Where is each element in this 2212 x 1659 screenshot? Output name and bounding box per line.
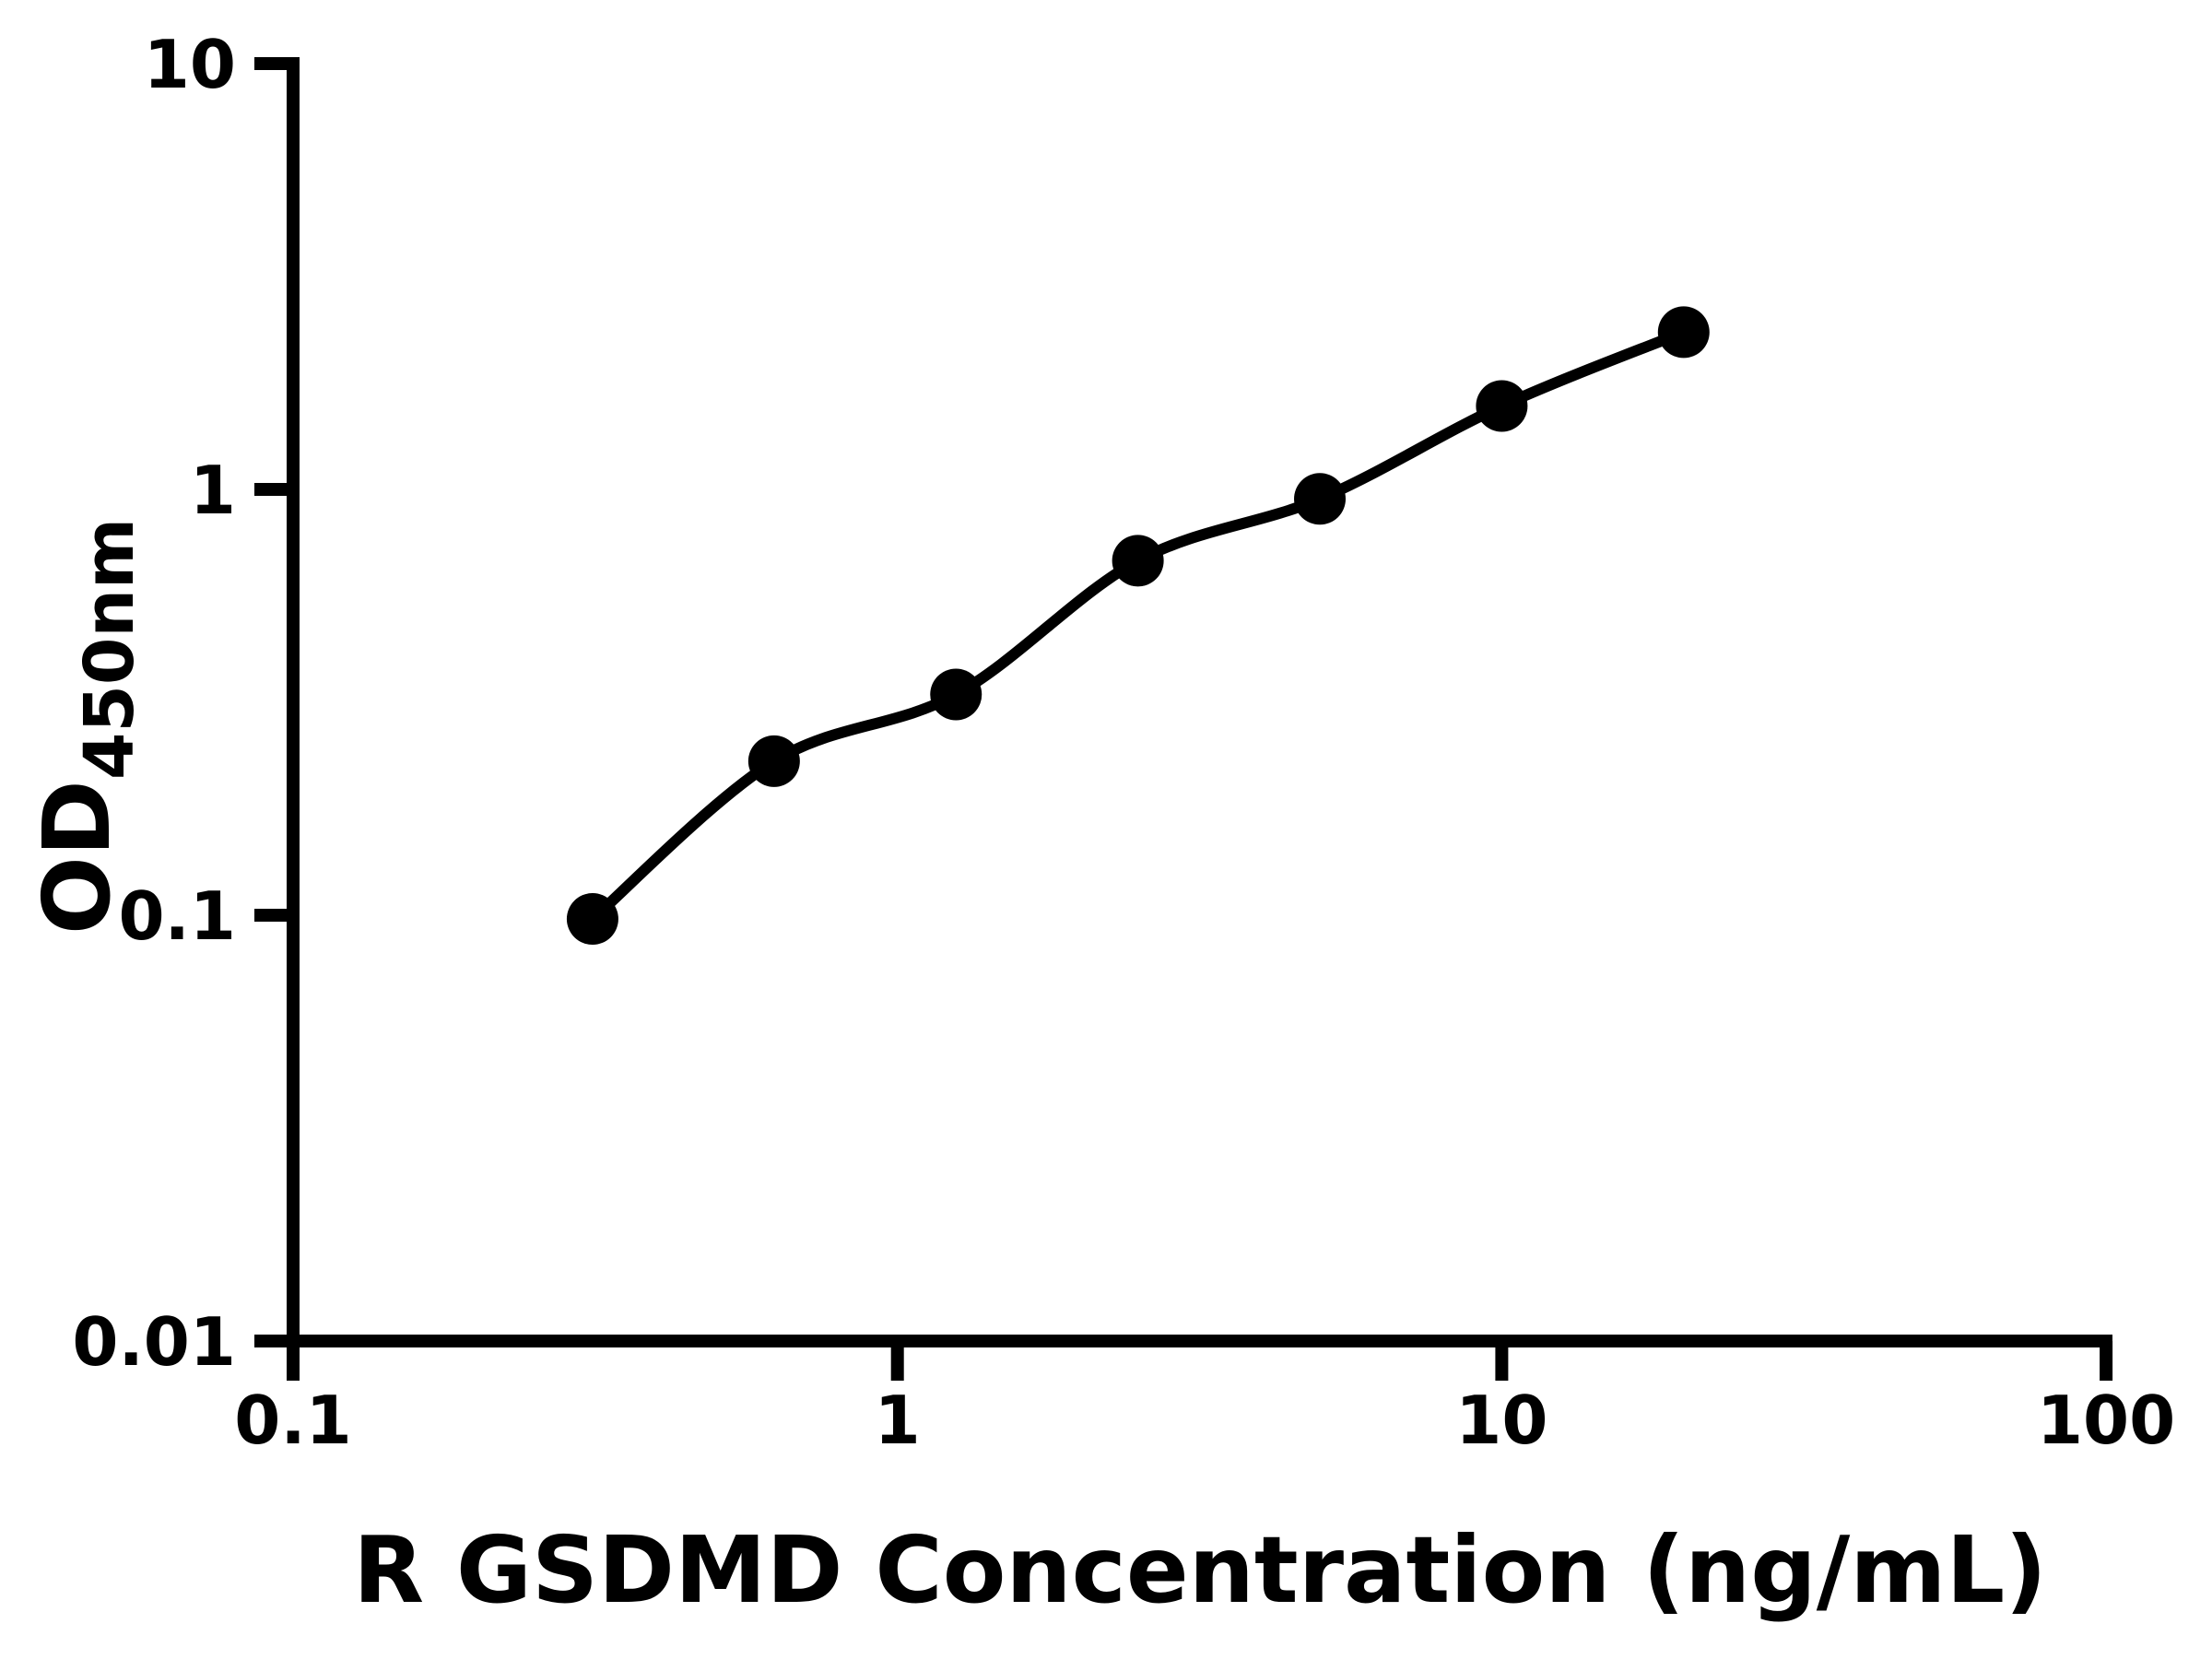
x-tick-label: 10	[1455, 1382, 1547, 1459]
x-axis-title: R GSDMD Concentration (ng/mL)	[353, 1516, 2047, 1624]
y-axis-title-subscript: 450nm	[70, 518, 149, 780]
y-tick-label: 0.1	[118, 877, 236, 955]
y-tick-label: 1	[190, 452, 236, 529]
data-point	[1476, 380, 1528, 432]
y-tick-label: 10	[144, 26, 236, 103]
y-axis-title: OD450nm	[23, 518, 149, 935]
data-point	[566, 893, 618, 946]
x-tick-label: 100	[2037, 1382, 2175, 1459]
data-point	[1112, 535, 1164, 587]
x-axis-ticks: 0.1 1 10 100	[234, 1341, 2175, 1459]
y-axis-title-main: OD	[23, 780, 131, 935]
y-axis-ticks: 0.01 0.1 1 10	[72, 26, 293, 1381]
data-point	[747, 735, 800, 787]
data-point	[930, 668, 982, 721]
data-point	[1294, 473, 1347, 525]
series-layer	[566, 306, 1710, 946]
y-tick-label: 0.01	[72, 1303, 236, 1381]
plot-axes	[287, 57, 2112, 1347]
data-point	[1657, 306, 1710, 359]
x-tick-label: 0.1	[234, 1382, 352, 1459]
x-tick-label: 1	[875, 1382, 921, 1459]
